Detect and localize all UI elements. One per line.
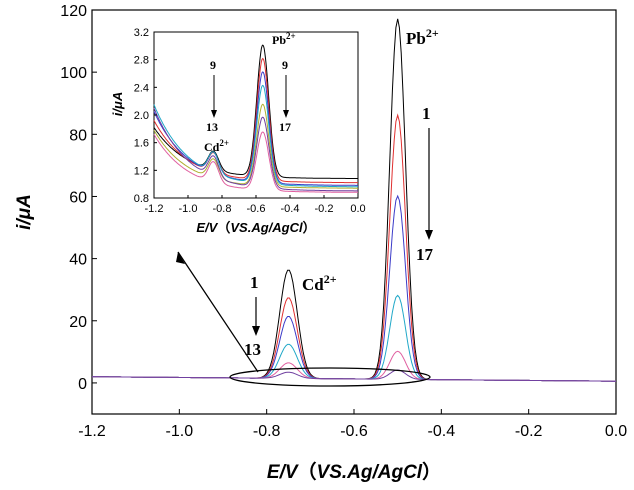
- main-x-tick-label: -1.0: [166, 423, 194, 440]
- main-y-tick-label: 120: [60, 3, 87, 20]
- cd-peak-label: Cd2+: [302, 272, 337, 294]
- inset-x-tick-label: -0.4: [281, 203, 300, 215]
- inset-curves: [153, 44, 358, 193]
- cd-series-end-label: 13: [244, 340, 261, 359]
- main-series-5-line: [92, 369, 616, 382]
- inset-cd-start-label: 9: [210, 58, 216, 72]
- inset-series-2-line: [153, 71, 358, 186]
- inset-y-tick-label: 3.2: [134, 27, 149, 39]
- inset-series-5-line: [153, 107, 358, 192]
- inset-pointer-arrowhead: [176, 252, 185, 264]
- inset-series-4-line: [153, 103, 358, 189]
- main-y-tick-label: 40: [69, 252, 87, 269]
- main-curves: [92, 18, 616, 382]
- cd-series-arrowhead: [252, 326, 260, 336]
- main-y-tick-label: 0: [78, 376, 87, 393]
- inset-x-tick-label: -0.6: [247, 203, 266, 215]
- inset-series-3-line: [153, 84, 358, 188]
- main-y-ticks: 0 20 40 60 80 100 120: [60, 3, 97, 393]
- main-x-tick-label: -0.6: [340, 423, 368, 440]
- main-series-4-line: [92, 350, 616, 382]
- main-x-ticks: -1.2 -1.0 -0.8 -0.6 -0.4 -0.2 0.0: [78, 409, 627, 440]
- inset-series-6-line: [153, 131, 358, 193]
- inset-pb-label: Pb2+: [272, 31, 296, 47]
- inset-pointer-arrow: [177, 251, 259, 373]
- main-y-tick-label: 60: [69, 189, 87, 206]
- main-series-2-line: [92, 194, 616, 382]
- main-x-tick-label: -0.2: [515, 423, 543, 440]
- main-x-tick-label: -0.8: [253, 423, 281, 440]
- inset-cd-arrowhead: [211, 110, 217, 118]
- pb-peak-label: Pb2+: [406, 26, 439, 48]
- inset-y-tick-label: 1.6: [134, 138, 149, 150]
- inset-x-tick-label: 0.0: [350, 203, 365, 215]
- inset-x-tick-label: -1.2: [145, 203, 164, 215]
- inset-x-tick-label: -0.8: [213, 203, 232, 215]
- main-x-tick-label: -0.4: [428, 423, 456, 440]
- main-x-axis-label: E/V（VS.Ag/AgCl）: [267, 460, 441, 483]
- inset-cd-label: Cd2+: [204, 138, 229, 154]
- main-y-tick-label: 80: [69, 127, 87, 144]
- inset-pb-arrowhead: [283, 110, 289, 118]
- main-y-tick-label: 20: [69, 314, 87, 331]
- inset-x-axis-label: E/V（VS.Ag/AgCl）: [196, 220, 315, 235]
- inset-x-ticks: -1.2 -1.0 -0.8 -0.6 -0.4 -0.2 0.0: [145, 195, 366, 215]
- inset-cd-end-label: 13: [206, 120, 218, 134]
- inset-pb-end-label: 17: [279, 120, 291, 134]
- inset-y-axis-label: i/μA: [110, 92, 125, 116]
- inset-pb-start-label: 9: [282, 58, 288, 72]
- inset-y-tick-label: 0.8: [134, 193, 149, 205]
- main-y-axis-label: i/μA: [14, 194, 35, 230]
- inset-plot: -1.2 -1.0 -0.8 -0.6 -0.4 -0.2 0.0 0.8 1.2 1.6 2.0…: [110, 27, 366, 235]
- main-plot: -1.2 -1.0 -0.8 -0.6 -0.4 -0.2 0.0 0 20 40 60 80 100…: [14, 3, 627, 483]
- inset-y-tick-label: 2.4: [134, 82, 149, 94]
- inset-y-ticks: 0.8 1.2 1.6 2.0 2.4 2.8 3.2: [134, 27, 157, 205]
- main-x-tick-label: 0.0: [605, 423, 627, 440]
- low-signal-highlight-ellipse: [229, 367, 431, 387]
- cd-series-start-label: 1: [250, 273, 259, 292]
- inset-x-tick-label: -1.0: [179, 203, 198, 215]
- inset-y-tick-label: 2.8: [134, 55, 149, 67]
- inset-y-tick-label: 1.2: [134, 165, 149, 177]
- main-x-tick-label: -1.2: [78, 423, 106, 440]
- inset-y-tick-label: 2.0: [134, 110, 149, 122]
- inset-x-tick-label: -0.2: [315, 203, 334, 215]
- pb-series-arrowhead: [425, 230, 433, 240]
- pb-series-start-label: 1: [422, 104, 431, 123]
- main-y-tick-label: 100: [60, 65, 87, 82]
- pb-series-end-label: 17: [416, 245, 434, 264]
